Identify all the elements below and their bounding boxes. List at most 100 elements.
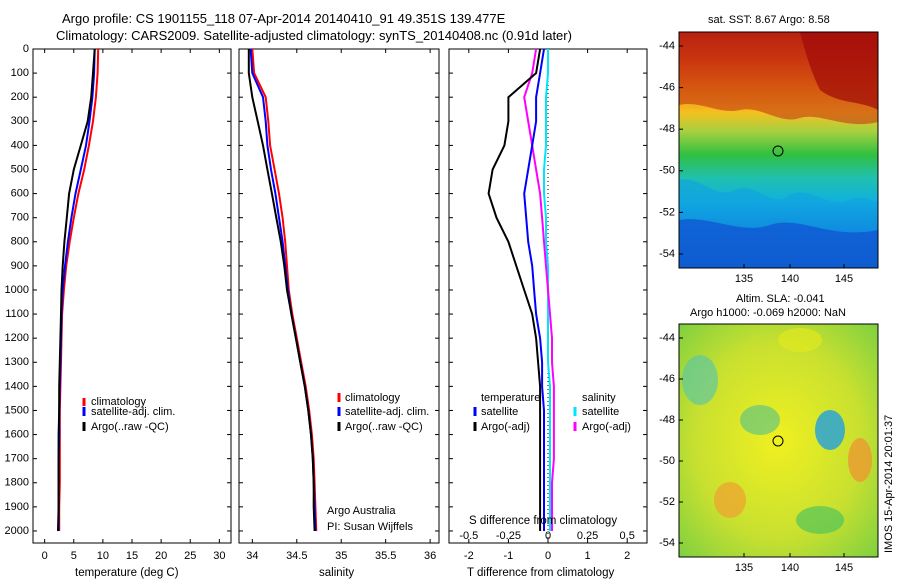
x-tick-label: 2 (624, 550, 630, 562)
diff-line-s-argo (523, 48, 555, 531)
x-top-tick-label: 0.25 (577, 530, 598, 542)
sla-low-4 (796, 506, 844, 534)
depth-tick-label: 0 (23, 43, 29, 55)
salinity-legend: climatology satellite-adj. clim. Argo(..… (337, 392, 429, 433)
sla-low-1 (682, 355, 718, 405)
difference-xlabel: T difference from climatology (467, 567, 614, 579)
temperature-xlabel: temperature (deg C) (75, 567, 179, 579)
legend-climatology: climatology (91, 396, 147, 408)
x-tick-label: 30 (213, 550, 225, 562)
map-x-tick-label: 135 (735, 562, 753, 574)
depth-tick-label: 1500 (5, 404, 29, 416)
x-tick-label: 5 (71, 550, 77, 562)
salinity-xlabel: salinity (319, 567, 354, 579)
temperature-legend: climatology satellite-adj. clim. Argo(..… (82, 396, 175, 433)
imos-timestamp: IMOS 15-Apr-2014 20:01:37 (883, 415, 895, 553)
difference-legend: temperature satellite Argo(-adj) salinit… (473, 392, 631, 433)
x-tick-label: 10 (97, 550, 109, 562)
legend-t-satellite: satellite (481, 406, 518, 418)
sla-argo-marker (772, 435, 784, 447)
map-y-tick-label: -46 (659, 82, 675, 94)
sla-high-2 (848, 438, 872, 482)
depth-tick-label: 100 (11, 67, 29, 79)
figure-title-line2: Climatology: CARS2009. Satellite-adjuste… (56, 28, 572, 43)
sla-map-title1: Altim. SLA: -0.041 (736, 293, 825, 305)
x-tick-label: 25 (184, 550, 196, 562)
depth-tick-label: 200 (11, 91, 29, 103)
map-y-tick-label: -52 (659, 206, 675, 218)
depth-tick-label: 300 (11, 115, 29, 127)
depth-tick-label: 1800 (5, 477, 29, 489)
depth-tick-label: 500 (11, 163, 29, 175)
x-top-tick-label: -0.25 (496, 530, 521, 542)
legend-temperature-title: temperature (481, 392, 540, 404)
legend-t-argo: Argo(-adj) (481, 421, 530, 433)
legend-climatology: climatology (345, 392, 401, 404)
depth-tick-label: 600 (11, 187, 29, 199)
depth-tick-label: 900 (11, 260, 29, 272)
sla-low-2 (815, 410, 845, 450)
depth-tick-label: 700 (11, 212, 29, 224)
legend-salinity-title: salinity (582, 392, 616, 404)
temperature-x-axis: 0 5 10 15 20 25 30 (42, 49, 225, 562)
x-tick-label: 20 (155, 550, 167, 562)
x-tick-label: 34 (246, 550, 258, 562)
temp-line-argo (57, 48, 96, 532)
map-y-tick-label: -48 (659, 123, 675, 135)
x-top-tick-label: 0 (545, 530, 551, 542)
map-y-tick-label: -54 (659, 537, 675, 549)
credit-pi: PI: Susan Wijffels (327, 521, 413, 533)
legend-s-satellite: satellite (582, 406, 619, 418)
difference-x-axis: -2 -1 0 1 2 (464, 49, 630, 562)
legend-argo: Argo(..raw -QC) (345, 421, 423, 433)
sla-high-1 (714, 482, 746, 518)
x-tick-label: 1 (585, 550, 591, 562)
sst-map-frame (678, 31, 879, 269)
figure-title-line1: Argo profile: CS 1901155_118 07-Apr-2014… (62, 11, 506, 26)
depth-tick-label: 1200 (5, 332, 29, 344)
legend-argo: Argo(..raw -QC) (91, 421, 169, 433)
salinity-panel-frame (238, 48, 440, 544)
map-y-tick-label: -48 (659, 414, 675, 426)
map-y-tick-label: -50 (659, 165, 675, 177)
legend-s-argo: Argo(-adj) (582, 421, 631, 433)
sal-line-climatology (251, 48, 318, 532)
salinity-x-axis: 34 34.5 35 35.5 36 (246, 49, 436, 562)
x-tick-label: 35 (335, 550, 347, 562)
sst-map (678, 31, 879, 269)
x-tick-label: 0 (42, 550, 48, 562)
x-tick-label: -2 (464, 550, 474, 562)
depth-tick-label: 2000 (5, 525, 29, 537)
x-tick-label: 35.5 (375, 550, 396, 562)
x-top-tick-label: 0.5 (620, 530, 635, 542)
diff-line-t-argo (487, 48, 542, 531)
temperature-lines (57, 48, 100, 532)
map-y-tick-label: -54 (659, 248, 675, 260)
depth-tick-label: 1700 (5, 453, 29, 465)
x-tick-label: 36 (424, 550, 436, 562)
depth-tick-label: 1400 (5, 380, 29, 392)
depth-tick-label: 1000 (5, 284, 29, 296)
legend-satellite: satellite-adj. clim. (345, 406, 429, 418)
sla-high-3 (778, 328, 822, 352)
sla-map (678, 323, 879, 558)
sst-hot-corner (800, 32, 878, 110)
x-tick-label: 34.5 (286, 550, 307, 562)
map-y-tick-label: -46 (659, 373, 675, 385)
salinity-lines (247, 48, 318, 532)
sst-map-title: sat. SST: 8.67 Argo: 8.58 (708, 14, 830, 26)
map-x-tick-label: 145 (835, 562, 853, 574)
sst-argo-marker (772, 145, 784, 157)
x-tick-label: 0 (545, 550, 551, 562)
x-tick-label: 15 (126, 550, 138, 562)
difference-xlabel-top: S difference from climatology (469, 515, 617, 527)
sal-line-satellite (249, 48, 317, 532)
map-x-tick-label: 135 (735, 273, 753, 285)
diff-line-t-satellite (523, 48, 545, 531)
depth-tick-label: 800 (11, 236, 29, 248)
x-tick-label: -1 (504, 550, 514, 562)
map-x-tick-label: 140 (781, 273, 799, 285)
sla-map-frame (678, 323, 879, 558)
sla-low-3 (740, 405, 780, 435)
